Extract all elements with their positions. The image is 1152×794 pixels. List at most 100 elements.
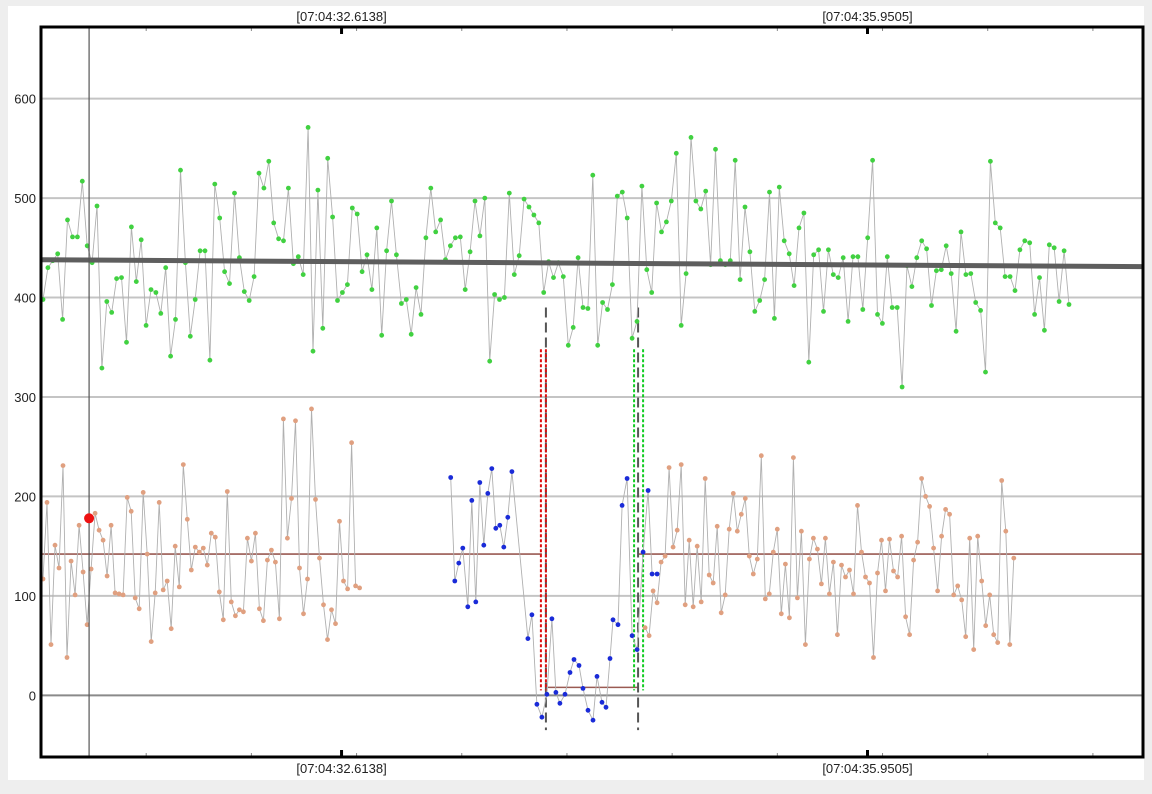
green-point <box>212 181 218 187</box>
orange-point <box>80 569 86 575</box>
green-point <box>261 185 267 191</box>
green-point <box>418 312 424 317</box>
green-point <box>364 252 370 258</box>
green-point <box>968 271 974 276</box>
orange-point <box>285 535 290 541</box>
green-point <box>487 358 493 364</box>
blue-point <box>505 514 511 520</box>
green-point <box>649 290 655 295</box>
blue-point <box>525 636 531 641</box>
orange-point <box>791 455 796 460</box>
blue-point <box>456 560 462 566</box>
orange-point <box>931 545 936 551</box>
green-point <box>114 276 119 281</box>
green-point <box>801 210 807 216</box>
green-point <box>776 184 782 190</box>
orange-point <box>233 613 238 619</box>
green-point <box>256 170 262 176</box>
orange-point <box>337 518 342 524</box>
orange-point <box>903 614 908 620</box>
green-point <box>1002 274 1008 279</box>
orange-point <box>879 537 884 543</box>
green-point <box>99 365 105 371</box>
green-point <box>448 243 453 249</box>
blue-point <box>603 704 609 710</box>
green-point <box>570 325 576 330</box>
green-point <box>168 353 174 359</box>
green-point <box>1046 242 1052 248</box>
green-point <box>286 185 291 191</box>
orange-point <box>104 573 110 579</box>
x-tick-label-top: [07:04:32.6138] <box>296 9 386 24</box>
green-point <box>526 204 532 210</box>
green-point <box>457 234 463 240</box>
green-point <box>664 219 669 225</box>
orange-point <box>325 637 330 642</box>
orange-point <box>702 476 708 481</box>
green-point <box>295 254 301 260</box>
orange-point <box>357 585 362 591</box>
green-point <box>45 265 51 271</box>
blue-point <box>473 599 479 605</box>
orange-point <box>245 535 250 541</box>
orange-point <box>249 558 254 564</box>
green-point <box>428 185 434 191</box>
green-point <box>384 248 389 254</box>
orange-point <box>726 526 732 532</box>
green-point <box>453 235 458 241</box>
orange-point <box>92 510 98 516</box>
green-point <box>835 275 841 280</box>
green-point <box>747 249 753 255</box>
green-point <box>1032 312 1037 317</box>
segment-bounds <box>539 307 645 731</box>
green-point <box>595 342 601 348</box>
orange-point <box>140 490 146 495</box>
orange-point <box>811 535 816 541</box>
green-point <box>781 238 787 244</box>
blue-point <box>509 469 515 474</box>
green-point <box>899 384 905 390</box>
orange-point <box>120 592 126 598</box>
y-tick-label: 600 <box>14 92 36 107</box>
orange-point <box>156 500 162 505</box>
green-point <box>70 234 75 240</box>
orange-point <box>939 533 944 539</box>
green-point <box>158 311 164 316</box>
green-point <box>271 220 277 226</box>
green-point <box>536 220 542 226</box>
green-point <box>958 229 964 235</box>
orange-point <box>694 543 700 549</box>
green-point <box>791 283 797 288</box>
orange-point <box>915 539 920 545</box>
green-point <box>374 225 380 231</box>
orange-point <box>132 595 138 601</box>
orange-point <box>345 586 350 592</box>
orange-point <box>216 589 222 595</box>
blue-point <box>645 488 651 493</box>
orange-point <box>341 578 346 584</box>
green-point <box>399 301 404 306</box>
green-point <box>516 253 522 259</box>
orange-point <box>746 553 752 559</box>
orange-point <box>257 606 262 612</box>
blue-point <box>640 549 646 555</box>
orange-point <box>758 453 764 459</box>
green-point <box>472 198 478 204</box>
green-point <box>506 190 512 196</box>
green-point <box>403 297 409 302</box>
blue-point <box>580 686 586 691</box>
green-point <box>796 225 802 231</box>
green-point <box>94 203 100 209</box>
orange-point <box>690 604 696 610</box>
green-point <box>1051 245 1057 251</box>
orange-point <box>923 494 928 499</box>
green-point <box>300 272 306 277</box>
orange-point <box>678 462 684 467</box>
green-point <box>742 204 748 210</box>
green-point <box>266 158 272 164</box>
orange-point <box>795 595 800 601</box>
green-point <box>359 269 365 275</box>
blue-point <box>501 544 507 550</box>
orange-point <box>212 534 218 540</box>
green-point <box>767 189 772 195</box>
